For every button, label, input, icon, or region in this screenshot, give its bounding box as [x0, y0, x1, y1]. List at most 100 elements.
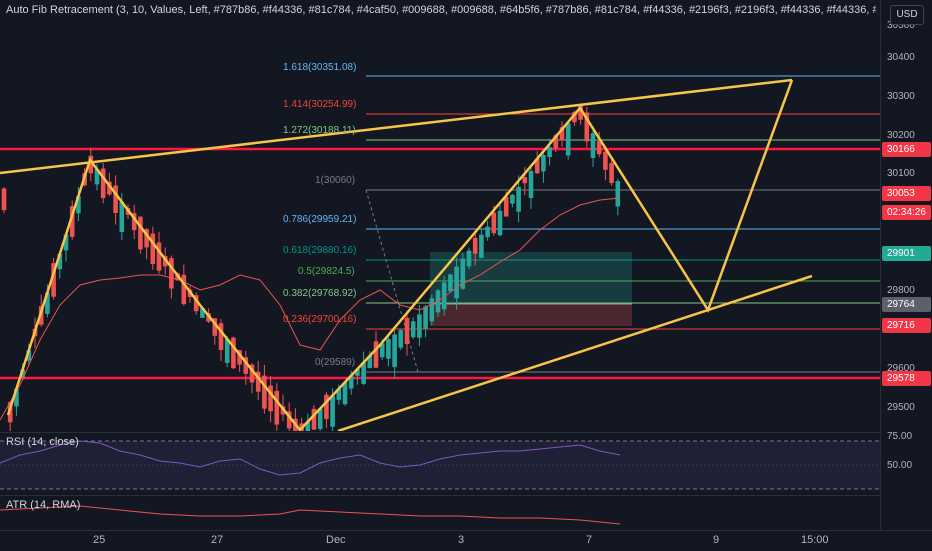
candle-body: [113, 185, 118, 213]
candle-body: [342, 382, 348, 405]
candle-body: [379, 343, 385, 358]
candle-body: [448, 274, 453, 292]
candle-body: [565, 123, 571, 156]
candle-body: [193, 295, 199, 312]
candle-body: [410, 321, 416, 338]
candle-body: [181, 274, 187, 305]
currency-button[interactable]: USD: [890, 5, 924, 25]
fib-label-1: 1(30060): [315, 175, 356, 186]
candle-body: [14, 388, 19, 407]
time-tick: 27: [211, 534, 224, 546]
long-position-profit-zone[interactable]: [430, 252, 632, 304]
atr-label[interactable]: ATR (14, RMA): [6, 499, 81, 511]
upper-trendline[interactable]: [0, 78, 793, 175]
price-axis[interactable]: 30500 30400 30300 30200 30100 30000 2990…: [880, 0, 932, 530]
candle-body: [541, 155, 546, 172]
candle-body: [609, 163, 614, 184]
candle-body: [454, 266, 459, 299]
candle-body: [386, 339, 391, 359]
price-tag-target: 29901: [882, 246, 931, 261]
candle-body: [212, 318, 218, 336]
candle-body: [88, 155, 94, 174]
candle-body: [262, 375, 267, 409]
candle-body: [249, 364, 255, 383]
fib-trend-line: [365, 189, 419, 373]
fib-label-0786: 0.786(29959.21): [283, 214, 357, 225]
moving-average-line: [0, 197, 621, 421]
candle-body: [268, 385, 273, 412]
candle-body: [417, 314, 422, 338]
time-tick: 7: [586, 534, 593, 546]
fib-label-0382: 0.382(29768.92): [283, 288, 357, 299]
candle-body: [528, 170, 534, 198]
fib-label-0618: 0.618(29880.16): [283, 245, 357, 256]
candle-body: [138, 216, 143, 250]
candle-body: [94, 169, 100, 185]
candle-body: [286, 411, 292, 429]
candle-body: [156, 242, 162, 271]
price-tick: 30200: [887, 130, 915, 141]
candle-body: [69, 206, 75, 237]
fib-label-1618: 1.618(30351.08): [283, 62, 357, 73]
candle-body: [547, 147, 552, 158]
candle-body: [330, 395, 335, 427]
candle-body: [45, 292, 50, 314]
rsi-tick: 75.00: [887, 431, 913, 442]
candle-body: [255, 371, 261, 392]
lower-trendline[interactable]: [337, 274, 813, 431]
countdown-tag: 02:34:26: [882, 205, 931, 220]
chart-canvas[interactable]: [0, 0, 880, 431]
candle-body: [317, 408, 323, 429]
candle-body: [348, 375, 354, 389]
candle-body: [355, 369, 360, 376]
price-tick: 29500: [887, 402, 915, 413]
price-chart[interactable]: Auto Fib Retracement (3, 10, Values, Lef…: [0, 0, 880, 431]
price-tick: 30400: [887, 52, 915, 63]
price-tag-resistance: 30166: [882, 142, 931, 157]
candle-body: [516, 186, 521, 212]
candle-body: [305, 421, 311, 431]
candle-body: [398, 330, 404, 348]
candle-body: [100, 168, 106, 199]
candle-body: [1, 188, 7, 211]
candle-body: [472, 237, 478, 254]
price-tick: 30100: [887, 168, 915, 179]
fib-levels: [365, 75, 880, 373]
harmonic-pattern[interactable]: [0, 78, 813, 431]
candle-body: [497, 210, 503, 236]
candle-body: [510, 194, 515, 204]
candle-body: [423, 306, 428, 329]
candle-body: [404, 317, 410, 345]
price-tag-entry: 29764: [882, 297, 931, 312]
price-tag-support: 29578: [882, 371, 931, 386]
time-axis[interactable]: 25 27 Dec 3 7 9 15:00: [0, 530, 932, 551]
candle-body: [441, 282, 447, 310]
atr-pane[interactable]: ATR (14, RMA): [0, 495, 880, 531]
candle-body: [392, 334, 397, 368]
candle-body: [169, 258, 174, 289]
candle-body: [503, 196, 509, 217]
time-tick: 25: [93, 534, 106, 546]
candle-body: [590, 133, 596, 158]
fib-label-0236: 0.236(29700.16): [283, 314, 357, 325]
candle-body: [76, 196, 81, 214]
candle-body: [479, 234, 484, 258]
candle-body: [131, 213, 137, 231]
time-tick: 15:00: [801, 534, 829, 546]
rsi-pane[interactable]: RSI (14, close): [0, 432, 880, 495]
candle-body: [596, 141, 602, 155]
price-tag-last: 30053: [882, 186, 931, 201]
candle-body: [200, 308, 205, 318]
atr-line: [0, 505, 621, 525]
candle-body: [51, 263, 56, 297]
long-position-loss-zone[interactable]: [430, 304, 632, 326]
indicator-title[interactable]: Auto Fib Retracement (3, 10, Values, Lef…: [6, 4, 876, 16]
candle-body: [466, 250, 472, 267]
fib-label-1414: 1.414(30254.99): [283, 99, 357, 110]
candle-body: [485, 226, 490, 238]
rsi-label[interactable]: RSI (14, close): [6, 436, 79, 448]
candle-body: [534, 158, 540, 174]
candle-body: [336, 388, 342, 400]
candle-body: [63, 234, 69, 251]
candle-body: [107, 181, 112, 195]
